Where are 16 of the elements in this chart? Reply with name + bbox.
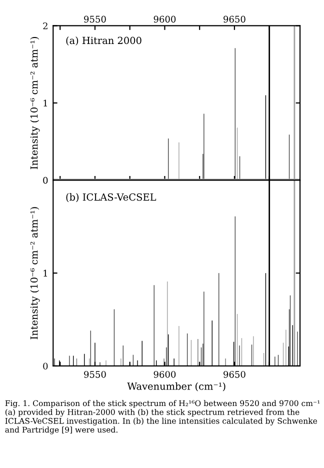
y-tick-label: 2	[43, 22, 48, 30]
x-axis-title: Wavenumber (cm⁻¹)	[127, 382, 226, 392]
annotation: (a) Hitran 2000	[66, 36, 142, 46]
y-tick-label: 0	[43, 362, 48, 370]
x-tick-label: 9550	[84, 16, 106, 23]
x-tick-label: 9600	[154, 370, 176, 378]
x-tick-label: 9550	[84, 370, 106, 378]
x-tick-label: 9650	[224, 16, 246, 23]
x-tick-label: 9600	[154, 16, 176, 23]
annotation: (b) ICLAS-VeCSEL	[66, 193, 156, 202]
y-tick-label: 1	[44, 270, 47, 277]
y-axis-title: Intensity (10⁻⁶ cm⁻² atm⁻¹)	[30, 207, 40, 340]
y-tick-label: 0	[43, 176, 48, 184]
y-tick-label: 1	[44, 100, 47, 106]
x-tick-label: 9650	[224, 370, 246, 378]
y-axis-title: Intensity (10⁻⁶ cm⁻² atm⁻¹)	[30, 37, 40, 170]
